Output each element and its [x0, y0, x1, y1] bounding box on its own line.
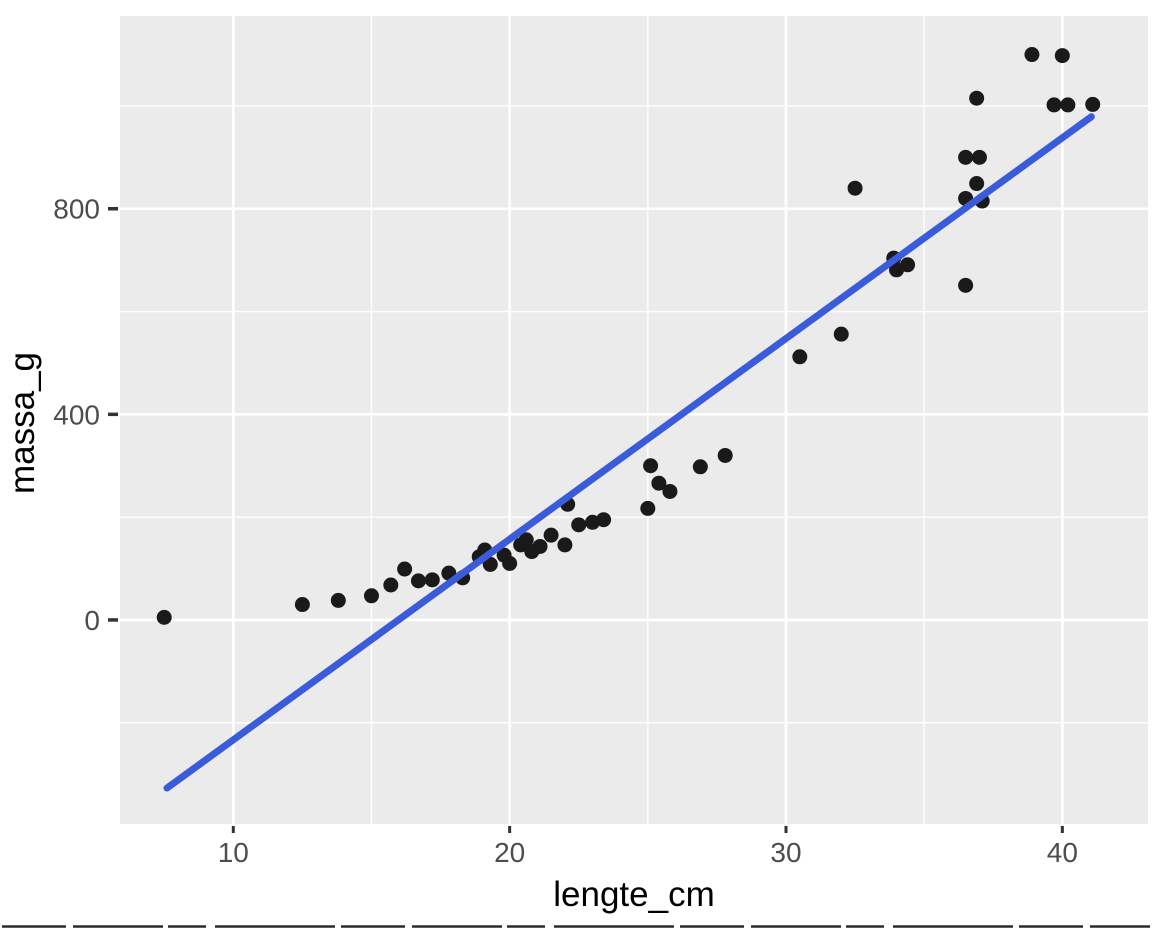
data-point [543, 527, 559, 543]
data-point [363, 588, 379, 604]
data-point [518, 532, 534, 548]
data-point [900, 257, 916, 273]
x-tick-label: 40 [1047, 837, 1078, 868]
data-point [847, 180, 863, 196]
data-point [833, 326, 849, 342]
data-point [640, 500, 656, 516]
y-tick-label: 800 [53, 194, 100, 225]
data-point [958, 149, 974, 165]
data-point [1024, 47, 1040, 63]
plot-panel [120, 16, 1148, 824]
data-point [532, 538, 548, 554]
data-point [410, 573, 426, 589]
x-tick-label: 30 [770, 837, 801, 868]
data-point [397, 561, 413, 577]
x-tick-label: 20 [494, 837, 525, 868]
data-point [557, 537, 573, 553]
data-point [692, 459, 708, 475]
data-point [1060, 97, 1076, 113]
data-point [502, 555, 518, 571]
x-tick-label: 10 [218, 837, 249, 868]
data-point [424, 572, 440, 588]
data-point [969, 176, 985, 192]
y-axis-title: massa_g [3, 352, 42, 494]
y-tick-label: 400 [53, 399, 100, 430]
trend-line [163, 113, 1095, 792]
data-point [571, 517, 587, 533]
data-point [717, 447, 733, 463]
data-point [792, 349, 808, 365]
data-point [482, 556, 498, 572]
x-axis-title: lengte_cm [553, 875, 714, 914]
data-point [643, 458, 659, 474]
data-point [971, 149, 987, 165]
data-point [1054, 48, 1070, 64]
data-point [958, 277, 974, 293]
data-point [651, 475, 667, 491]
data-point [1085, 96, 1101, 112]
data-point [156, 609, 172, 625]
data-point [1046, 97, 1062, 113]
data-point [383, 577, 399, 593]
y-tick-label: 0 [84, 605, 100, 636]
data-point [294, 597, 310, 613]
data-point [662, 483, 678, 499]
data-point [969, 90, 985, 106]
data-point [596, 512, 612, 528]
data-point [330, 592, 346, 608]
